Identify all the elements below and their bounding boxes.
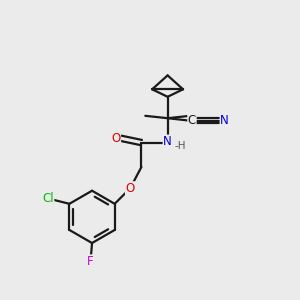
Text: F: F bbox=[87, 255, 94, 268]
Text: O: O bbox=[125, 182, 135, 195]
Text: -H: -H bbox=[174, 140, 186, 151]
Text: O: O bbox=[111, 132, 121, 145]
Text: N: N bbox=[220, 114, 229, 127]
Text: C: C bbox=[188, 114, 196, 127]
Text: Cl: Cl bbox=[42, 192, 54, 205]
Text: N: N bbox=[163, 135, 172, 148]
